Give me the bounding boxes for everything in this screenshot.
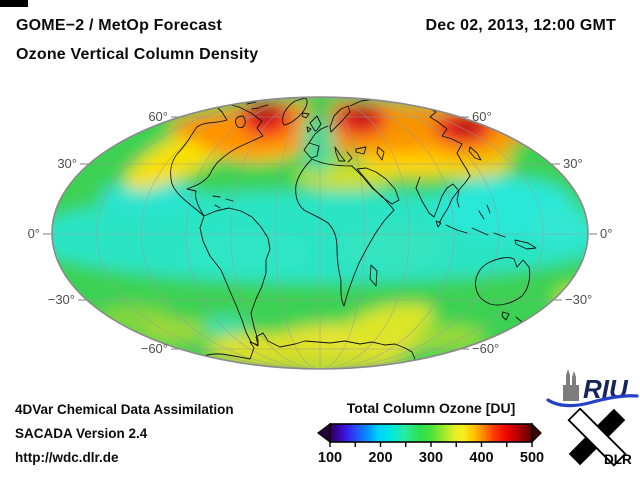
lat-label-60n-right: 60° <box>472 109 492 124</box>
colorbar-label-100: 100 <box>318 450 342 466</box>
coast-south-america <box>199 207 271 347</box>
lat-label-30n-left: 30° <box>57 156 77 171</box>
lat-label-60s-left: −60° <box>141 341 168 356</box>
coast-hudson-bay <box>235 115 246 129</box>
coast-india <box>415 176 460 218</box>
coast-arabia <box>356 167 400 205</box>
coast-antarctica <box>199 332 416 360</box>
page-title: GOME−2 / MetOp Forecast <box>16 17 222 34</box>
colorbar-ticks <box>329 442 533 447</box>
colorbar-gradient <box>329 423 533 443</box>
coast-west-europe <box>308 125 329 144</box>
colorbar: Total Column Ozone [DU] 100 200 300 400 … <box>317 400 544 466</box>
footer-url: http://wdc.dlr.de <box>15 450 119 465</box>
coast-black-sea <box>355 146 367 155</box>
coast-australia <box>475 257 531 306</box>
coast-caspian-sea <box>376 146 385 161</box>
latitude-ticks <box>43 116 597 350</box>
latitude-labels-right: 60° 30° 0° −30° −60° <box>472 109 612 356</box>
lat-label-60s-right: −60° <box>472 341 499 356</box>
colorbar-title: Total Column Ozone [DU] <box>347 400 516 416</box>
coast-iberia <box>303 142 320 159</box>
coast-italy <box>334 146 346 162</box>
colorbar-right-arrow <box>531 422 542 444</box>
colorbar-label-200: 200 <box>368 450 392 466</box>
lat-label-60n-left: 60° <box>148 109 168 124</box>
coast-scandinavia <box>329 105 351 133</box>
coast-caribbean <box>212 195 234 209</box>
coast-japan <box>468 146 482 161</box>
coast-new-guinea <box>514 239 537 250</box>
coast-arctic-islands <box>246 101 269 110</box>
latitude-labels-left: 60° 30° 0° −30° −60° <box>28 109 168 356</box>
coast-iceland <box>301 112 310 119</box>
colorbar-label-300: 300 <box>419 450 443 466</box>
colorbar-label-500: 500 <box>520 450 544 466</box>
dlr-logo-text: DLR <box>604 452 632 467</box>
riu-cathedral-icon <box>563 369 579 401</box>
coast-madagascar <box>369 264 378 287</box>
dlr-logo: DLR <box>567 408 632 467</box>
forecast-datetime: Dec 02, 2013, 12:00 GMT <box>425 17 616 34</box>
coast-greenland <box>282 97 308 126</box>
lat-label-30s-left: −30° <box>48 292 75 307</box>
coast-africa <box>295 158 395 307</box>
coast-east-asia <box>438 143 471 224</box>
lat-label-0-right: 0° <box>600 226 612 241</box>
footer-assimilation-label: 4DVar Chemical Data Assimilation <box>15 402 234 417</box>
window-corner-artifact <box>0 0 28 7</box>
lat-label-30s-right: −30° <box>565 292 592 307</box>
coast-indonesia <box>445 204 506 238</box>
lat-label-0-left: 0° <box>28 226 40 241</box>
page-subtitle: Ozone Vertical Column Density <box>16 46 259 63</box>
footer-version-label: SACADA Version 2.4 <box>15 426 148 441</box>
coast-british-isles <box>306 115 322 133</box>
colorbar-tick-labels: 100 200 300 400 500 <box>318 450 544 466</box>
coast-tasmania <box>501 311 510 321</box>
riu-swoosh-icon <box>546 394 639 408</box>
colorbar-label-400: 400 <box>469 450 493 466</box>
coast-sri-lanka <box>435 220 442 228</box>
graticule <box>52 97 588 369</box>
riu-logo: RIU <box>546 369 639 408</box>
lat-label-30n-right: 30° <box>563 156 583 171</box>
coast-greece <box>346 151 353 163</box>
colorbar-left-arrow <box>317 422 331 444</box>
dlr-outline-band-icon <box>567 408 627 467</box>
globe-outline <box>51 96 589 370</box>
